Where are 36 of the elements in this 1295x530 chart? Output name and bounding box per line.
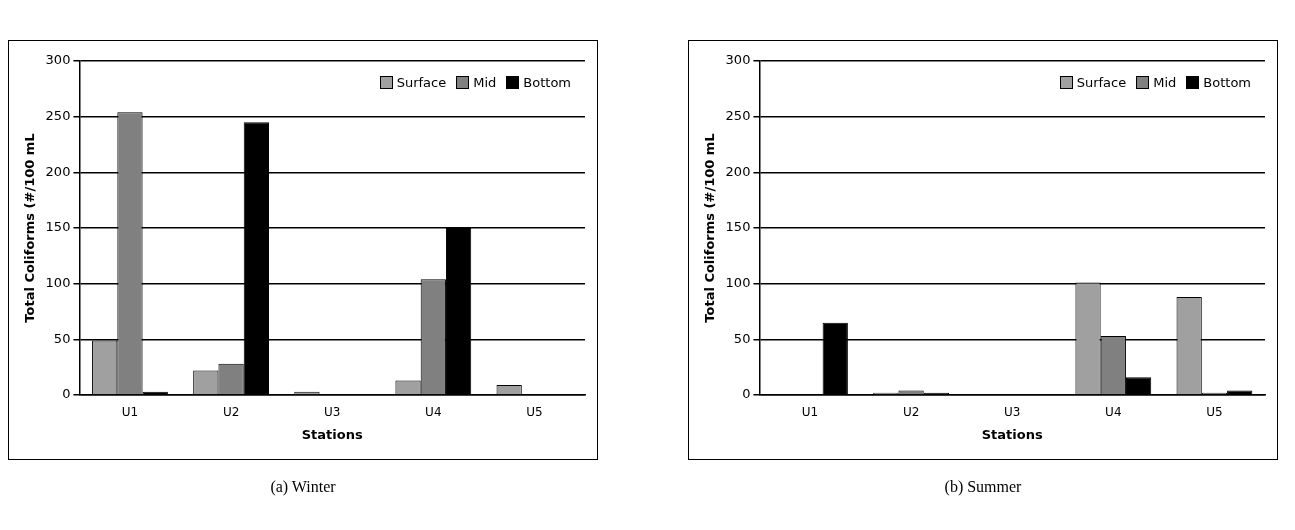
legend-label: Bottom [1203,75,1251,90]
x-tick-label: U1 [801,405,819,420]
y-tick-label: 100 [45,275,71,291]
y-tick-label: 0 [742,386,751,402]
y-tick-label: 0 [62,386,71,402]
x-axis-title: Stations [981,426,1043,442]
x-tick-label: U5 [526,405,543,420]
y-tick-label: 150 [45,219,71,235]
y-tick-label: 300 [725,52,751,68]
x-tick-label: U5 [1206,405,1223,420]
x-tick-label: U3 [324,405,341,420]
y-tick-label: 250 [45,108,71,124]
text: (a) Winter [269,478,337,496]
legend-label: Surface [396,75,447,90]
x-tick-label: U3 [1004,405,1021,420]
y-tick-label: 50 [733,330,751,346]
x-tick-label: U1 [121,405,139,420]
y-tick-label: 150 [725,219,751,235]
text: (b) Summer [943,478,1023,496]
y-axis-title: Total Coliforms (#/100 mL [702,133,718,323]
y-tick-label: 250 [725,108,751,124]
y-tick-label: 100 [725,275,751,291]
x-tick-label: U4 [1105,405,1122,420]
x-tick-label: U4 [425,405,442,420]
legend-label: Surface [1076,75,1127,90]
y-tick-label: 50 [53,330,71,346]
y-tick-label: 300 [45,52,71,68]
y-axis-title: Total Coliforms (#/100 mL [22,133,38,323]
x-axis-title: Stations [301,426,363,442]
y-tick-label: 200 [45,163,71,179]
y-tick-label: 200 [725,163,751,179]
legend-label: Bottom [523,75,571,90]
legend-label: Mid [1153,75,1177,90]
x-tick-label: U2 [222,405,240,420]
legend-label: Mid [473,75,497,90]
x-tick-label: U2 [902,405,920,420]
